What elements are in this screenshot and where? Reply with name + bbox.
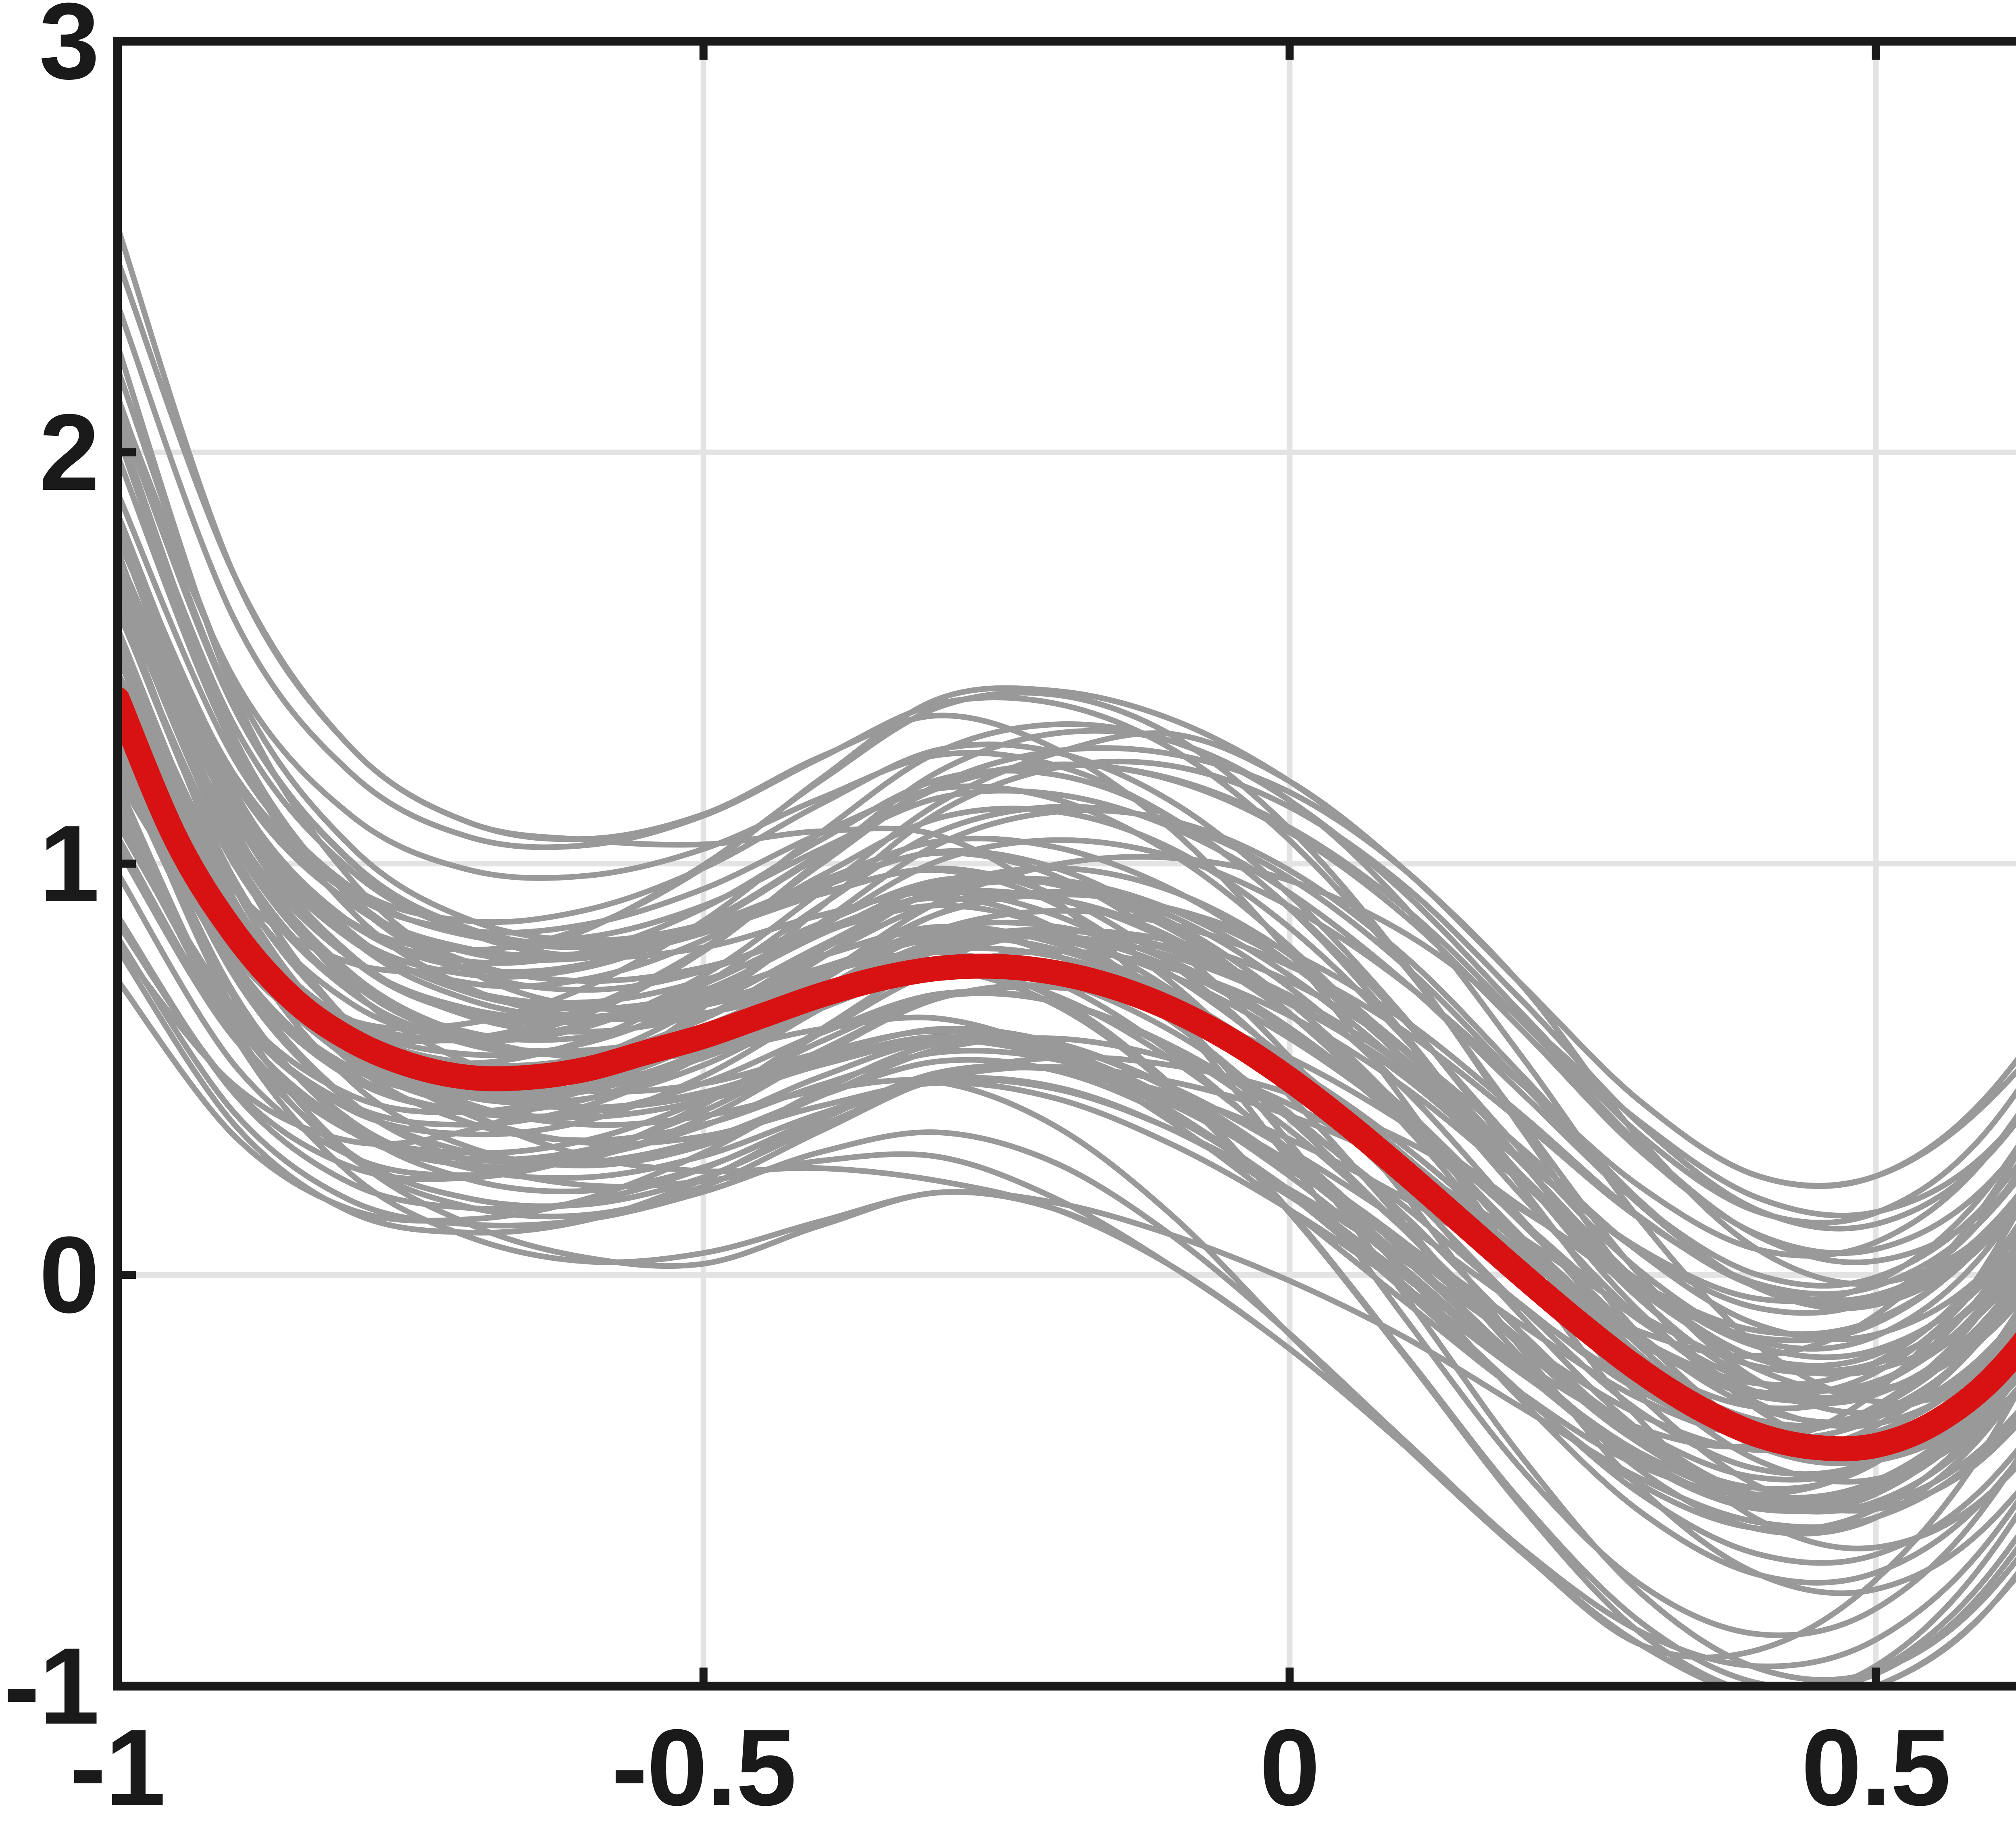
sample-curve — [117, 795, 2016, 1404]
sample-curve — [117, 565, 2016, 1266]
sample-curve — [117, 820, 2016, 1395]
sample-curve — [117, 593, 2016, 1501]
sample-curve — [117, 920, 2016, 1360]
x-tick-label-neg1: -1 — [69, 1707, 166, 1828]
sample-curve — [117, 727, 2016, 1683]
sample-curve — [117, 521, 2016, 1586]
tick-marks — [113, 37, 1880, 1690]
sample-curve — [117, 714, 2016, 1441]
sample-curve — [117, 365, 2016, 1374]
x-tick-label-neg05: -0.5 — [611, 1707, 796, 1828]
sample-curve — [117, 711, 2016, 1515]
sample-curve — [117, 604, 2016, 1450]
sample-curve — [117, 690, 2016, 1454]
sample-curve — [117, 452, 2016, 1477]
sample-curve — [117, 715, 2016, 1686]
sample-curve — [117, 817, 2016, 1316]
sample-curve — [117, 780, 2016, 1337]
sample-curve — [117, 552, 2016, 1464]
sample-curve — [117, 721, 2016, 1226]
sample-curve — [117, 977, 2016, 1510]
y-tick-label-3: 3 — [39, 0, 100, 102]
sample-curve — [117, 934, 2016, 1670]
sample-curve — [117, 572, 2016, 1492]
x-tick-label-05: 0.5 — [1801, 1707, 1951, 1828]
sample-curve — [117, 397, 2016, 1352]
sample-curve — [117, 945, 2016, 1483]
sample-curve — [117, 781, 2016, 1530]
sample-curve — [117, 566, 2016, 1497]
sample-curve — [117, 223, 2016, 1638]
sample-curve — [117, 745, 2016, 1219]
sample-curve — [117, 510, 2016, 1388]
x-tick-label-0: 0 — [1259, 1707, 1320, 1828]
mean-curve-line — [117, 687, 2016, 1462]
y-tick-label-neg1: -1 — [3, 1626, 100, 1747]
gridlines — [117, 41, 2016, 1686]
sample-curve — [117, 815, 2016, 1401]
sample-curve — [117, 668, 2016, 1466]
y-tick-label-0: 0 — [39, 1214, 100, 1336]
y-tick-label-1: 1 — [39, 803, 100, 924]
sample-curve — [117, 570, 2016, 1457]
y-tick-label-2: 2 — [39, 392, 100, 513]
sample-curve — [117, 685, 2016, 1259]
